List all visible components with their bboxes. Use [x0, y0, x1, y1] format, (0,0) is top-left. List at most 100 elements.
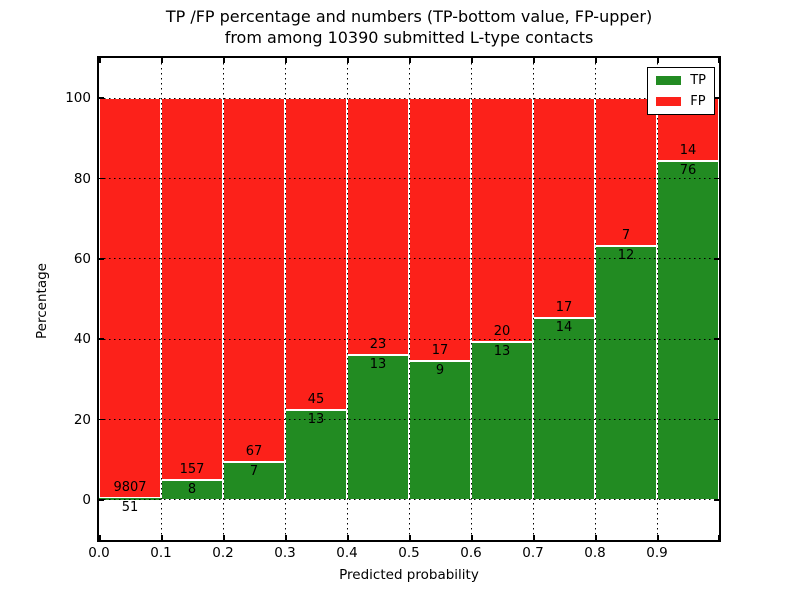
- x-tick-mark: [717, 535, 719, 540]
- horizontal-gridline: [99, 499, 719, 501]
- horizontal-gridline: [99, 178, 719, 179]
- fp-bar: [223, 98, 285, 462]
- x-tick-mark: [347, 58, 349, 63]
- fp-count-label: 9807: [113, 479, 147, 495]
- vertical-gridline: [656, 58, 658, 540]
- vertical-gridline: [532, 58, 534, 540]
- chart-title: TP /FP percentage and numbers (TP-bottom…: [99, 6, 719, 48]
- chart-title-line-1: TP /FP percentage and numbers (TP-bottom…: [165, 7, 653, 26]
- y-tick-label: 20: [73, 411, 91, 428]
- tp-legend-swatch: [656, 76, 682, 85]
- fp-bar: [285, 98, 347, 410]
- vertical-gridline: [408, 58, 410, 540]
- fp-count-label: 17: [431, 342, 449, 358]
- y-tick-mark: [714, 418, 719, 421]
- tp-bar: [347, 354, 409, 500]
- x-tick-mark: [595, 535, 597, 540]
- fp-count-label: 20: [493, 323, 511, 339]
- y-tick-label: 80: [73, 170, 91, 187]
- tp-count-label: 13: [307, 411, 325, 427]
- horizontal-gridline: [99, 419, 719, 420]
- y-tick-mark: [714, 258, 719, 260]
- x-tick-mark: [161, 58, 163, 63]
- tp-count-label: 8: [187, 482, 197, 498]
- tp-bar: [471, 341, 533, 500]
- tp-bar: [99, 497, 161, 500]
- vertical-gridline: [160, 58, 162, 540]
- x-tick-mark: [471, 535, 473, 540]
- tp-bar: [595, 246, 657, 500]
- fp-count-label: 67: [245, 443, 263, 459]
- x-tick-mark: [595, 58, 597, 63]
- x-tick-label: 0.1: [150, 545, 172, 561]
- fp-bar: [347, 98, 409, 355]
- x-tick-label: 0.3: [274, 545, 296, 561]
- x-tick-label: 0.9: [646, 545, 668, 561]
- x-tick-mark: [657, 535, 659, 540]
- fp-count-label: 7: [621, 228, 631, 244]
- legend-item-tp: TP: [656, 74, 706, 87]
- x-tick-label: 0.0: [88, 545, 110, 561]
- tp-count-label: 9: [435, 362, 445, 378]
- tp-count-label: 14: [555, 320, 573, 336]
- tp-count-label: 12: [617, 248, 635, 264]
- tp-bar: [533, 318, 595, 500]
- fp-legend-swatch: [656, 97, 682, 106]
- x-tick-mark: [717, 58, 719, 63]
- x-tick-label: 0.8: [584, 545, 606, 561]
- vertical-gridline: [222, 58, 224, 540]
- fp-bar: [409, 98, 471, 361]
- tp-count-label: 51: [121, 499, 139, 515]
- y-axis-label: Percentage: [34, 263, 50, 339]
- legend-item-fp: FP: [656, 95, 706, 108]
- x-tick-mark: [99, 535, 101, 540]
- fp-bar: [471, 98, 533, 342]
- x-tick-mark: [409, 58, 411, 63]
- x-axis-label: Predicted probability: [339, 567, 479, 583]
- fp-legend-label: FP: [690, 94, 706, 109]
- fp-count-label: 45: [307, 391, 325, 407]
- fp-count-label: 157: [179, 462, 205, 478]
- x-tick-label: 0.7: [522, 545, 544, 561]
- y-tick-label: 40: [73, 331, 91, 348]
- x-tick-mark: [223, 535, 225, 540]
- tp-count-label: 7: [249, 463, 259, 479]
- vertical-gridline: [470, 58, 472, 540]
- x-tick-mark: [471, 58, 473, 63]
- y-tick-label: 100: [65, 90, 91, 107]
- y-tick-mark: [714, 177, 719, 180]
- x-tick-mark: [99, 58, 101, 63]
- x-tick-mark: [533, 58, 535, 63]
- y-tick-mark: [714, 338, 719, 340]
- y-tick-mark: [99, 97, 104, 99]
- y-tick-mark: [99, 177, 104, 180]
- horizontal-gridline: [99, 258, 719, 260]
- y-tick-label: 60: [73, 250, 91, 267]
- vertical-gridline: [346, 58, 348, 540]
- x-tick-mark: [657, 58, 659, 63]
- x-tick-label: 0.2: [212, 545, 234, 561]
- x-tick-mark: [285, 535, 287, 540]
- tp-count-label: 76: [679, 162, 697, 178]
- y-tick-mark: [99, 258, 104, 260]
- fp-bar: [595, 98, 657, 247]
- fp-bar: [161, 98, 223, 481]
- x-tick-mark: [161, 535, 163, 540]
- tp-bar: [223, 461, 285, 500]
- horizontal-gridline: [99, 97, 719, 99]
- chart-title-line-2: from among 10390 submitted L-type contac…: [224, 28, 594, 47]
- legend: TP FP: [647, 67, 715, 115]
- fp-bar: [533, 98, 595, 319]
- tp-bar: [657, 160, 719, 500]
- tp-count-label: 13: [493, 343, 511, 359]
- fp-count-label: 23: [369, 336, 387, 352]
- y-tick-mark: [714, 499, 719, 501]
- y-tick-mark: [714, 97, 719, 99]
- vertical-gridline: [594, 58, 596, 540]
- x-tick-mark: [533, 535, 535, 540]
- y-tick-mark: [99, 338, 104, 340]
- x-tick-label: 0.6: [460, 545, 482, 561]
- fp-count-label: 14: [679, 142, 697, 158]
- x-tick-mark: [347, 535, 349, 540]
